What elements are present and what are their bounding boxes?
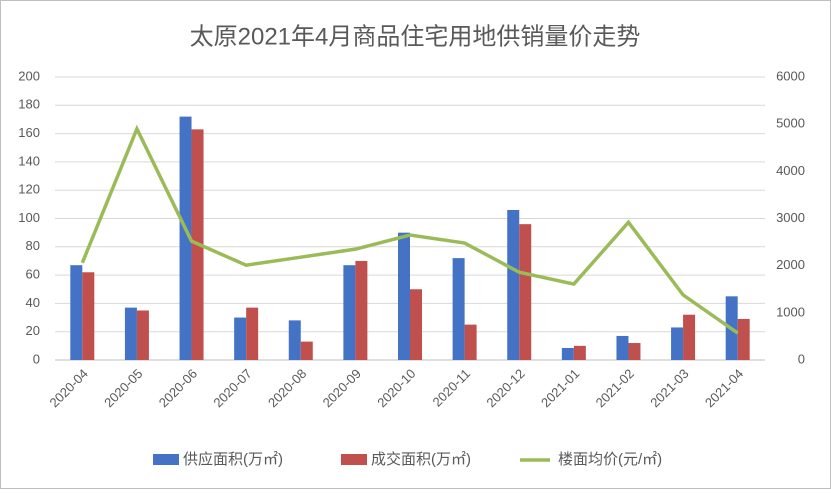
bar [671, 327, 684, 360]
bar [246, 307, 259, 360]
bar [561, 347, 574, 360]
y-tick-label: 20 [26, 323, 40, 338]
bar [82, 272, 95, 360]
bar [573, 345, 586, 360]
y2-tick-label: 0 [798, 351, 805, 366]
y-tick-label: 120 [18, 182, 40, 197]
bar [124, 307, 137, 360]
y-tick-label: 80 [26, 238, 40, 253]
y-tick-label: 200 [18, 68, 40, 83]
bar [628, 343, 641, 360]
y2-tick-label: 1000 [776, 304, 805, 319]
y2-tick-label: 2000 [776, 257, 805, 272]
bar [70, 265, 83, 360]
y-tick-label: 0 [33, 351, 40, 366]
bar [452, 258, 465, 360]
y-tick-label: 40 [26, 295, 40, 310]
bar [355, 260, 368, 360]
bar [616, 335, 629, 360]
y-tick-label: 140 [18, 153, 40, 168]
bar [300, 341, 313, 360]
y2-tick-label: 5000 [776, 116, 805, 131]
legend-swatch [341, 454, 367, 465]
legend-swatch [153, 454, 179, 465]
y-tick-label: 60 [26, 267, 40, 282]
bar [464, 324, 477, 360]
bar [398, 232, 410, 360]
y-tick-label: 180 [18, 97, 40, 112]
line [80, 124, 739, 335]
y2-tick-label: 6000 [776, 68, 805, 83]
y2-tick-label: 4000 [776, 163, 805, 178]
bar [737, 318, 750, 360]
y2-tick-label: 3000 [776, 210, 805, 225]
bar [288, 320, 301, 360]
legend-label: 供应面积(万㎡) [183, 450, 283, 468]
bar [234, 317, 247, 360]
y-tick-label: 160 [18, 125, 40, 140]
bar [179, 116, 192, 361]
bar [410, 289, 422, 360]
chart-title: 太原2021年4月商品住宅用地供销量价走势 [190, 23, 641, 50]
bar [683, 314, 696, 360]
bar [343, 265, 356, 360]
y-tick-label: 100 [18, 210, 40, 225]
bar [519, 224, 532, 360]
bar [136, 310, 149, 360]
legend-label: 楼面均价(元/㎡) [558, 451, 662, 468]
legend-label: 成交面积(万㎡) [371, 450, 471, 468]
bar [507, 210, 520, 360]
